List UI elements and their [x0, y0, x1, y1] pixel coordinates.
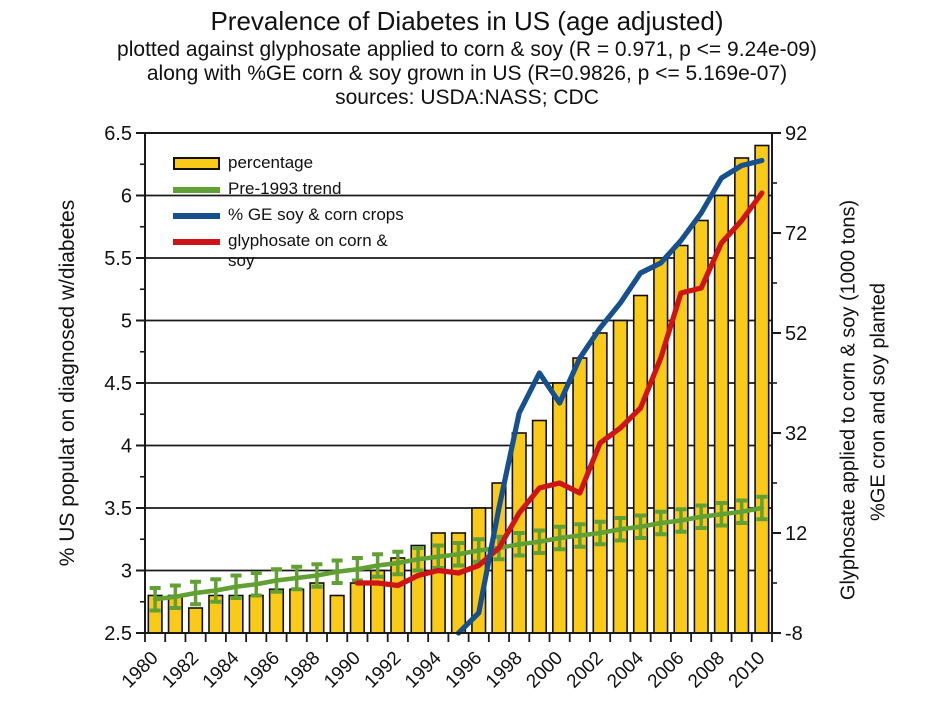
right-tick-label: -8 [785, 623, 803, 645]
bar-1984 [228, 594, 244, 634]
x-tick-label: 1990 [320, 648, 365, 693]
x-tick-label: 2004 [603, 647, 648, 692]
bar-2004 [632, 294, 649, 634]
legend-item-glyphosate: glyphosate on corn & soy [173, 231, 443, 271]
legend-label-percentage: percentage [228, 153, 314, 172]
x-tick-label: 1982 [158, 648, 203, 693]
x-tick-label: 1994 [401, 647, 446, 692]
x-tick-label: 2006 [644, 648, 689, 693]
x-tick-label: 1988 [280, 648, 325, 693]
left-tick-label: 3.5 [104, 498, 132, 520]
left-tick-label: 6.5 [104, 123, 132, 145]
bar-1982 [187, 607, 204, 634]
chart-subtitle-3: sources: USDA:NASS; CDC [335, 86, 599, 109]
legend-swatch-ge-crops [173, 213, 220, 219]
bar-1986 [268, 588, 285, 634]
bar-1988 [309, 582, 325, 634]
x-tick-label: 2000 [522, 648, 567, 693]
left-tick-label: 5 [121, 311, 132, 333]
bar-2003 [612, 319, 628, 634]
left-tick-label: 4.5 [104, 373, 132, 395]
left-tick-label: 6 [121, 186, 132, 208]
left-tick-label: 3 [121, 561, 132, 583]
x-tick-label: 1986 [239, 648, 284, 693]
x-tick-label: 1992 [361, 648, 406, 693]
right-tick-label: 52 [785, 323, 807, 345]
right-tick-label: 12 [785, 523, 807, 545]
right-axis-title-glyphosate: Glyphosate applied to corn & soy (1000 t… [837, 199, 860, 601]
right-tick-label: 32 [785, 423, 807, 445]
x-tick-label: 2010 [725, 648, 770, 693]
bar-1991 [369, 569, 386, 634]
x-tick-label: 2002 [563, 648, 608, 693]
legend-item-percentage: percentage [173, 153, 443, 173]
bar-1989 [329, 594, 345, 634]
glyphosate-line [354, 190, 765, 589]
legend-swatch-percentage [173, 157, 220, 170]
bar-2002 [592, 332, 608, 634]
bar-1990 [349, 582, 365, 634]
legend-swatch-pre-1993-trend [173, 187, 220, 193]
bar-1987 [289, 588, 305, 634]
legend: percentage Pre-1993 trend % GE soy & cor… [173, 153, 443, 277]
bar-1985 [248, 594, 264, 634]
bar-2005 [653, 257, 669, 634]
bar-1999 [531, 419, 548, 634]
trend-line [152, 505, 765, 602]
right-tick-label: 72 [785, 223, 807, 245]
x-tick-label: 2008 [684, 648, 729, 693]
legend-swatch-glyphosate [173, 239, 220, 245]
legend-item-pre-1993-trend: Pre-1993 trend [173, 179, 443, 199]
left-tick-label: 4 [121, 436, 132, 458]
x-tick-label: 1996 [442, 648, 487, 693]
chart-title: Prevalence of Diabetes in US (age adjust… [210, 6, 724, 36]
chart-subtitle-1: plotted against glyphosate applied to co… [117, 38, 817, 61]
ge-crops-line [455, 157, 765, 636]
left-axis-title: % US populat on diagnosed w/diabetes [56, 199, 79, 567]
x-tick-label: 1980 [118, 648, 163, 693]
left-tick-label: 2.5 [104, 623, 132, 645]
right-axis-title-ge-planted: %GE cron and soy planted [867, 283, 890, 521]
legend-label-glyphosate: glyphosate on corn & soy [228, 231, 388, 270]
x-tick-label: 1998 [482, 648, 527, 693]
left-tick-label: 5.5 [104, 248, 132, 270]
legend-item-ge-crops: % GE soy & corn crops [173, 205, 443, 225]
legend-label-ge-crops: % GE soy & corn crops [228, 205, 404, 224]
bar-2008 [713, 194, 730, 634]
bar-2000 [552, 382, 568, 634]
x-tick-label: 1984 [199, 647, 244, 692]
legend-label-pre-1993-trend: Pre-1993 trend [228, 179, 342, 198]
right-tick-label: 92 [785, 123, 807, 145]
bar-2010 [754, 144, 770, 634]
chart-subtitle-2: along with %GE corn & soy grown in US (R… [146, 62, 788, 85]
